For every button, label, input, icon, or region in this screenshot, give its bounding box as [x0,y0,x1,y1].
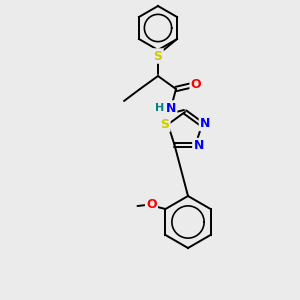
Text: O: O [191,77,201,91]
Text: O: O [146,197,157,211]
Text: N: N [200,117,210,130]
Text: S: S [154,50,163,62]
Text: H: H [155,103,165,113]
Text: N: N [194,139,204,152]
Text: S: S [160,118,169,131]
Text: N: N [166,101,176,115]
